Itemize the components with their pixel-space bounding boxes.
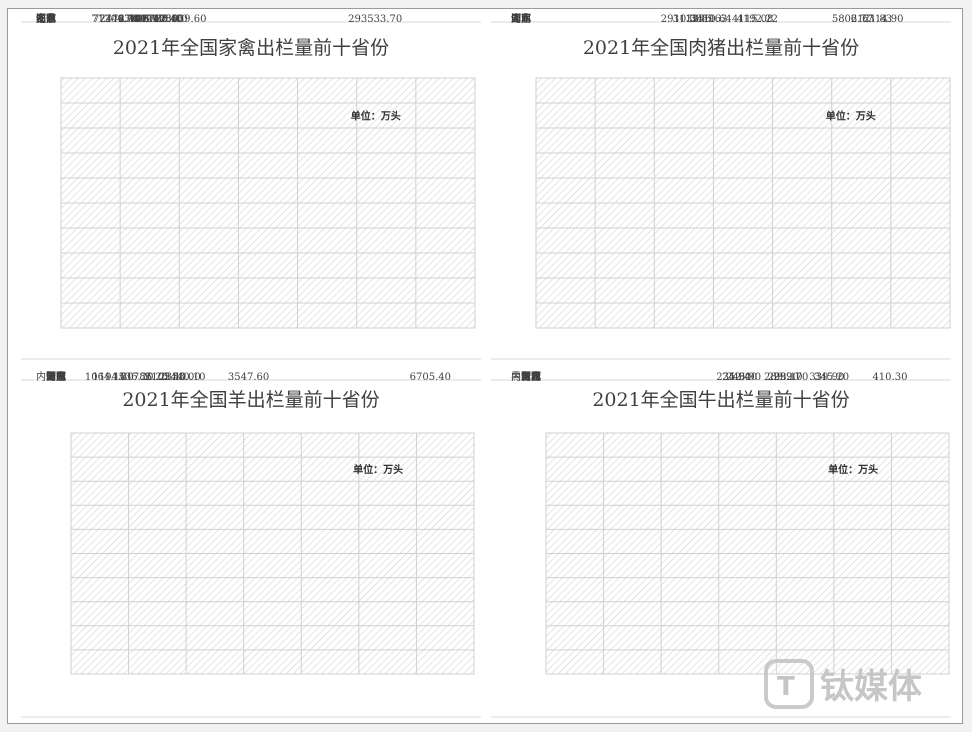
category-label: 河北 [36,13,56,25]
value-label: 3547.60 [228,372,269,383]
category-label: 云南 [46,370,66,383]
value-label: 293.10 [767,372,802,383]
value-label: 6705.40 [410,372,451,383]
value-label: 93306.60 [118,14,166,25]
value-label: 2358.00 [159,372,200,383]
category-label: 河北 [511,13,531,25]
category-label: 甘肃 [521,370,541,383]
value-label: 339.90 [809,372,844,383]
value-label: 1064.10 [85,372,126,383]
category-label: 湖南 [511,12,531,25]
chart-title: 2021年全国羊出栏量前十省份 [122,389,379,411]
chart-sheep: 2021年全国羊出栏量前十省份单位：万头 湖南 1064.10 云南 1194.80 安徽… [21,370,481,720]
category-label: 湖南 [46,370,66,383]
value-label: 242.40 [722,372,757,383]
value-label: 6121.83 [851,14,892,25]
value-label: 3410.64 [690,14,731,25]
value-label: 1536.20 [112,372,153,383]
value-label: 246.90 [726,372,761,383]
category-label: 河北 [46,371,66,383]
value-label: 3336.63 [686,14,727,25]
category-label: 福建 [36,12,56,25]
category-label: 广东 [511,12,531,25]
category-label: 山东 [36,12,56,25]
category-label: 河南 [36,12,56,25]
chart-cattle: 2021年全国牛出栏量前十省份单位：万头 河南 235.90 吉林 242.40 甘肃 24… [491,370,951,720]
category-label: 黑龙江 [511,370,541,383]
category-label: 山东 [511,12,531,25]
category-label: 甘肃 [46,370,66,383]
value-label: 109085.50 [130,14,184,25]
chart-title: 2021年全国牛出栏量前十省份 [592,389,849,411]
category-label: 云南 [511,12,531,25]
value-label: 72472.40 [93,14,141,25]
category-label: 河南 [46,370,66,383]
category-label: 新疆 [521,370,541,383]
unit-note: 单位：万头 [828,463,878,476]
value-label: 345.20 [814,372,849,383]
value-label: 289.20 [764,372,799,383]
category-label: 湖北 [511,13,531,25]
category-label: 辽宁 [36,12,56,25]
chart-title: 2021年全国肉猪出栏量前十省份 [583,37,859,59]
value-label: 3113.89 [673,14,714,25]
category-label: 新疆 [46,370,66,383]
value-label: 108728.40 [130,14,184,25]
svg-text:钛媒体: 钛媒体 [820,667,922,707]
category-label: 四川 [511,14,531,25]
category-label: 广东 [36,12,56,25]
unit-note: 单位：万头 [351,110,401,123]
category-label: 四川 [46,372,66,383]
category-label: 吉林 [521,370,541,383]
category-label: 山东 [46,370,66,383]
category-label: 山东 [521,370,541,383]
value-label: 2440.10 [164,372,205,383]
value-label: 6314.90 [862,14,903,25]
value-label: 128039.60 [152,14,206,25]
value-label: 112158.10 [134,14,188,25]
category-label: 广西 [36,13,56,25]
value-label: 293533.70 [348,14,402,25]
value-label: 235.90 [716,372,751,383]
category-label: 云南 [521,370,541,383]
category-label: 安徽 [36,12,56,25]
value-label: 2105.40 [145,372,186,383]
category-label: 河北 [521,371,541,383]
chart-title: 2021年全国家禽出栏量前十省份 [113,37,389,59]
chart-pig: 2021年全国肉猪出栏量前十省份单位：万头 江西 2910.38 广西 3113.89 广… [491,12,951,362]
value-label: 77467.30 [99,14,147,25]
value-label: 71204.70 [92,14,140,25]
chart-sheet: 2021年全国家禽出栏量前十省份 单位：万头 河北 71204.70 江苏 72472.4… [7,8,963,724]
chart-poultry: 2021年全国家禽出栏量前十省份单位：万头 河北 71204.70 江苏 72472.4… [21,12,481,362]
category-label: 江西 [511,13,531,25]
value-label: 5802.77 [832,14,873,25]
category-label: 内蒙古 [511,370,541,383]
value-label: 1194.80 [92,372,133,383]
value-label: 299.70 [773,372,808,383]
category-label: 河南 [511,12,531,25]
category-label: 河南 [521,370,541,383]
category-label: 江苏 [36,12,56,25]
category-label: 安徽 [46,370,66,383]
value-label: 1786.20 [126,372,167,383]
category-label: 四川 [521,372,541,383]
svg-text:T: T [777,672,795,702]
watermark-logo: T 钛媒体 [764,656,954,714]
value-label: 2910.38 [661,14,702,25]
value-label: 107742.40 [128,14,182,25]
category-label: 内蒙古 [36,370,66,383]
unit-note: 单位：万头 [826,110,876,123]
unit-note: 单位：万头 [353,463,403,476]
category-label: 广西 [511,13,531,25]
value-label: 410.30 [872,372,907,383]
value-label: 4192.22 [737,14,778,25]
value-label: 4115.08 [732,14,773,25]
category-label: 四川 [36,14,56,25]
